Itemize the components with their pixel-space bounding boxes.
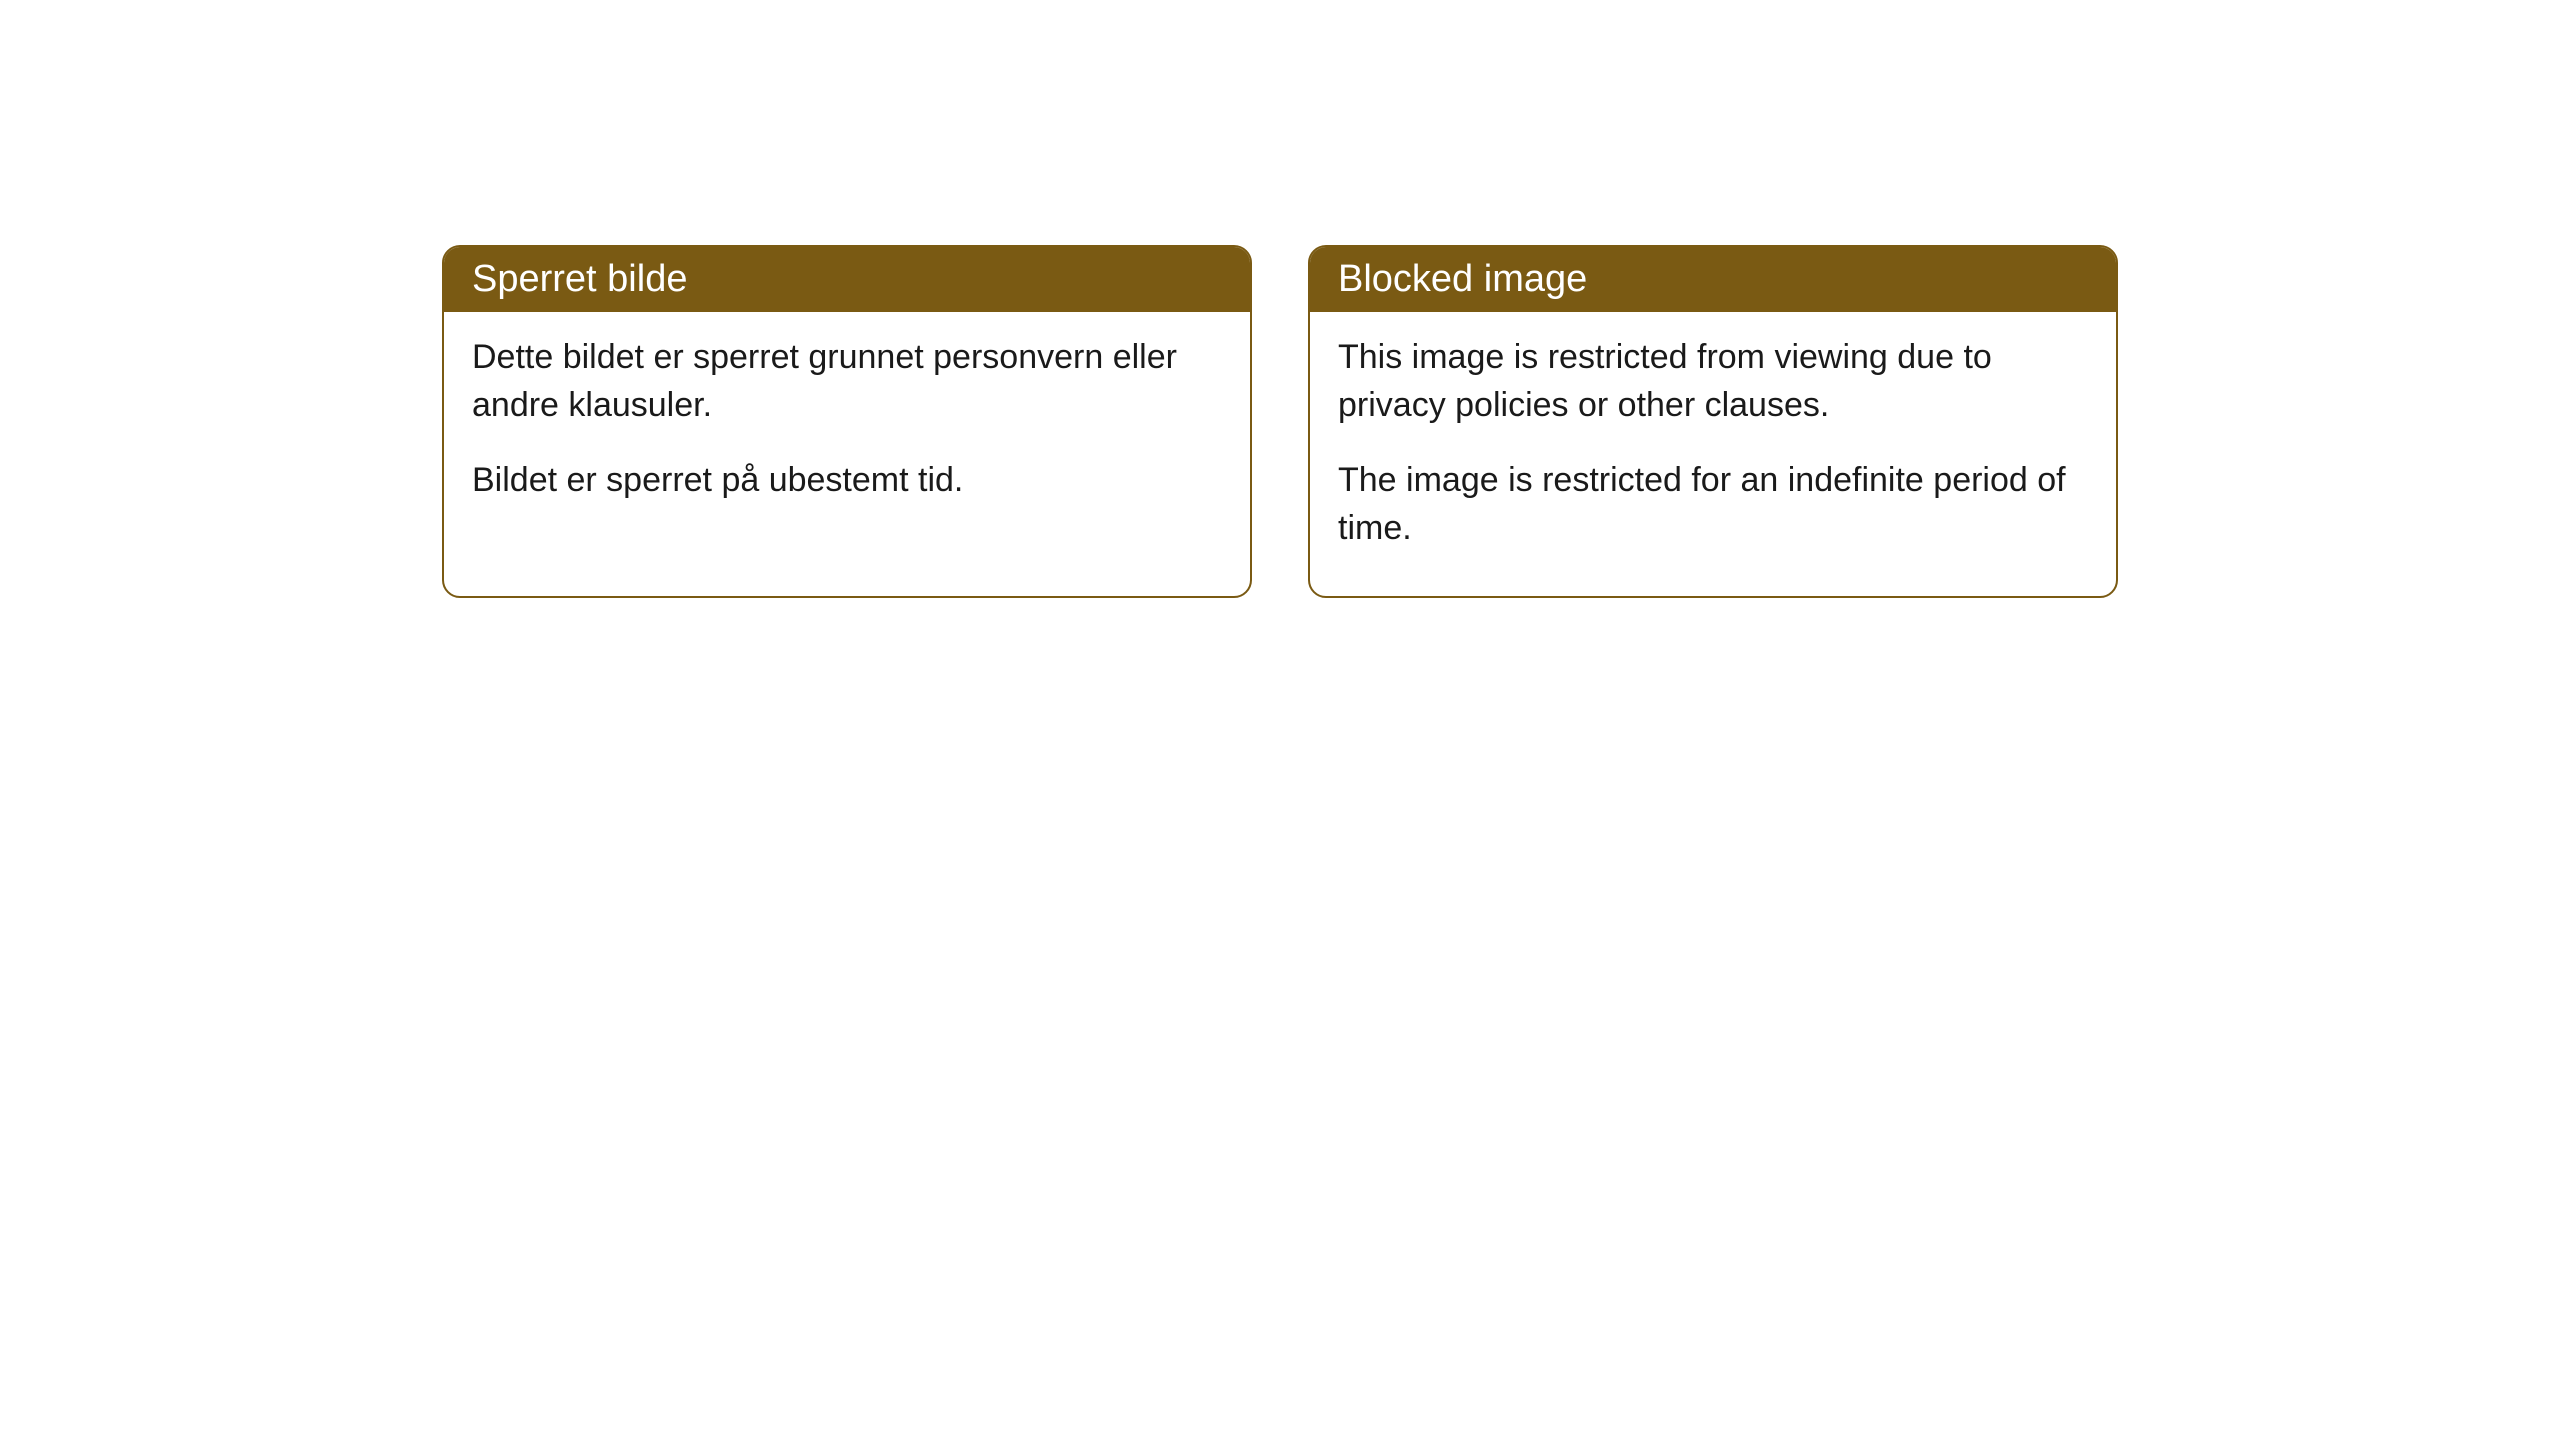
card-text-norwegian-1: Dette bildet er sperret grunnet personve… (472, 334, 1222, 429)
blocked-image-card-norwegian: Sperret bilde Dette bildet er sperret gr… (442, 245, 1252, 598)
notice-cards-container: Sperret bilde Dette bildet er sperret gr… (0, 245, 2560, 598)
card-text-english-2: The image is restricted for an indefinit… (1338, 457, 2088, 552)
blocked-image-card-english: Blocked image This image is restricted f… (1308, 245, 2118, 598)
card-title-norwegian: Sperret bilde (472, 258, 687, 300)
card-header-norwegian: Sperret bilde (444, 247, 1250, 312)
card-title-english: Blocked image (1338, 258, 1587, 300)
card-body-english: This image is restricted from viewing du… (1310, 312, 2116, 596)
card-header-english: Blocked image (1310, 247, 2116, 312)
card-body-norwegian: Dette bildet er sperret grunnet personve… (444, 312, 1250, 549)
card-text-norwegian-2: Bildet er sperret på ubestemt tid. (472, 457, 1222, 505)
card-text-english-1: This image is restricted from viewing du… (1338, 334, 2088, 429)
